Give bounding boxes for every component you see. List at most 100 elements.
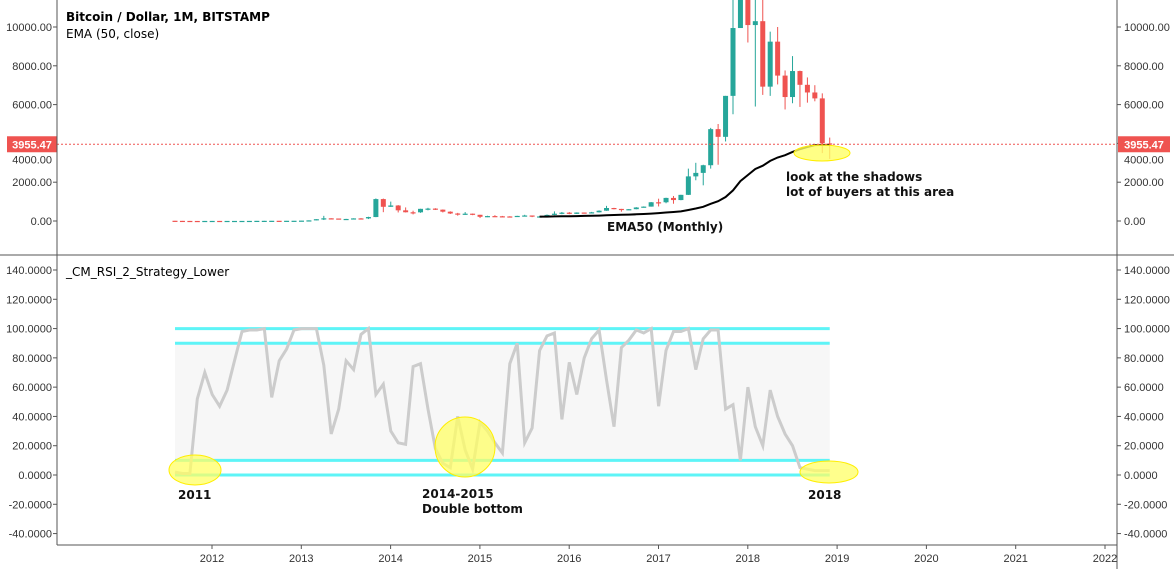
candle [447, 211, 453, 215]
candle-body [224, 220, 230, 223]
candle-body [559, 212, 565, 214]
candle [261, 220, 267, 223]
candle-body [723, 95, 729, 137]
candle [507, 216, 513, 218]
candle-body [462, 213, 468, 215]
candle-body [618, 208, 624, 211]
left-price-tick: 6000.00 [12, 100, 52, 112]
candle-body [276, 220, 282, 222]
candle [730, 0, 736, 115]
left-rsi-tick: 140.0000 [6, 265, 52, 277]
candle [484, 215, 490, 218]
time-tick-label: 2013 [289, 553, 313, 565]
candle [455, 212, 461, 216]
candle-body [819, 98, 825, 144]
candle [395, 205, 401, 213]
candle [685, 168, 691, 196]
time-tick-label: 2021 [1003, 553, 1027, 565]
candle [812, 85, 818, 102]
last-price-badge-left [7, 136, 57, 153]
candle [462, 212, 468, 215]
candle [641, 206, 647, 208]
candle [775, 27, 781, 85]
candle-body [232, 220, 238, 223]
candle-body [306, 220, 312, 222]
candle [618, 208, 624, 212]
candle [410, 210, 416, 215]
annotation-2011: 2011 [178, 488, 211, 502]
candle [432, 208, 438, 211]
highlight-ellipse-2014 [434, 416, 496, 478]
candle [797, 70, 803, 107]
candle-body [351, 218, 357, 220]
candle-body [760, 21, 766, 87]
candle-body [596, 210, 602, 213]
ema-line [539, 144, 830, 218]
candle-body [700, 165, 706, 173]
candle-body [254, 220, 260, 223]
last-price-label-left: 3955.47 [12, 139, 52, 151]
candle-body [418, 208, 424, 213]
left-price-tick: 10000.00 [6, 22, 52, 34]
candle-body [730, 28, 736, 96]
candle-body [522, 215, 528, 217]
left-price-tick: 4000.00 [12, 154, 52, 166]
time-tick-label: 2018 [736, 553, 760, 565]
candle-body [313, 219, 319, 221]
right-price-tick: 8000.00 [1124, 61, 1164, 73]
left-price-tick: 2000.00 [12, 177, 52, 189]
candle [321, 215, 327, 221]
right-rsi-tick: 60.0000 [1124, 382, 1164, 394]
annotation-2018: 2018 [808, 488, 841, 502]
candle-body [209, 220, 215, 223]
candle-body [507, 216, 513, 218]
left-rsi-tick: 20.0000 [12, 441, 52, 453]
candle [276, 220, 282, 222]
candle-body [291, 220, 297, 222]
right-rsi-tick: 20.0000 [1124, 441, 1164, 453]
time-tick-label: 2014 [378, 553, 402, 565]
right-rsi-tick: 80.0000 [1124, 353, 1164, 365]
candle [574, 212, 580, 214]
candle [708, 127, 714, 169]
rsi-line [174, 325, 830, 475]
highlight-ellipse-2018 [799, 460, 859, 484]
candle-body [432, 208, 438, 210]
candle-body [403, 210, 409, 213]
right-rsi-tick: 40.0000 [1124, 411, 1164, 423]
candle [604, 205, 610, 211]
time-tick-label: 2020 [914, 553, 938, 565]
candle [194, 220, 200, 223]
candle [514, 215, 520, 218]
candle-body [745, 0, 751, 26]
candle-body [752, 21, 758, 26]
candle-body [484, 216, 490, 218]
left-rsi-tick: 120.0000 [6, 294, 52, 306]
candle [306, 220, 312, 222]
ema-annotation: EMA50 (Monthly) [607, 220, 723, 234]
candle [358, 218, 364, 220]
candle [239, 220, 245, 223]
candle-body [648, 202, 654, 207]
candle-body [246, 220, 252, 223]
candle [269, 220, 275, 222]
candle [581, 212, 587, 214]
candle-body [187, 220, 193, 223]
candle-body [388, 205, 394, 207]
candle-body [269, 220, 275, 222]
candle [209, 220, 215, 223]
candle [700, 164, 706, 186]
candle [365, 216, 371, 220]
annotation-2014-2015: 2014-2015 [422, 487, 494, 501]
candle-body [217, 220, 223, 223]
candle-body [589, 212, 595, 214]
left-price-tick: 8000.00 [12, 61, 52, 73]
candle [232, 220, 238, 223]
right-price-tick: 6000.00 [1124, 100, 1164, 112]
candle [566, 212, 572, 215]
annotation-double-bottom: Double bottom [422, 502, 523, 516]
candle-body [172, 220, 178, 222]
right-rsi-tick: 140.0000 [1124, 265, 1170, 277]
